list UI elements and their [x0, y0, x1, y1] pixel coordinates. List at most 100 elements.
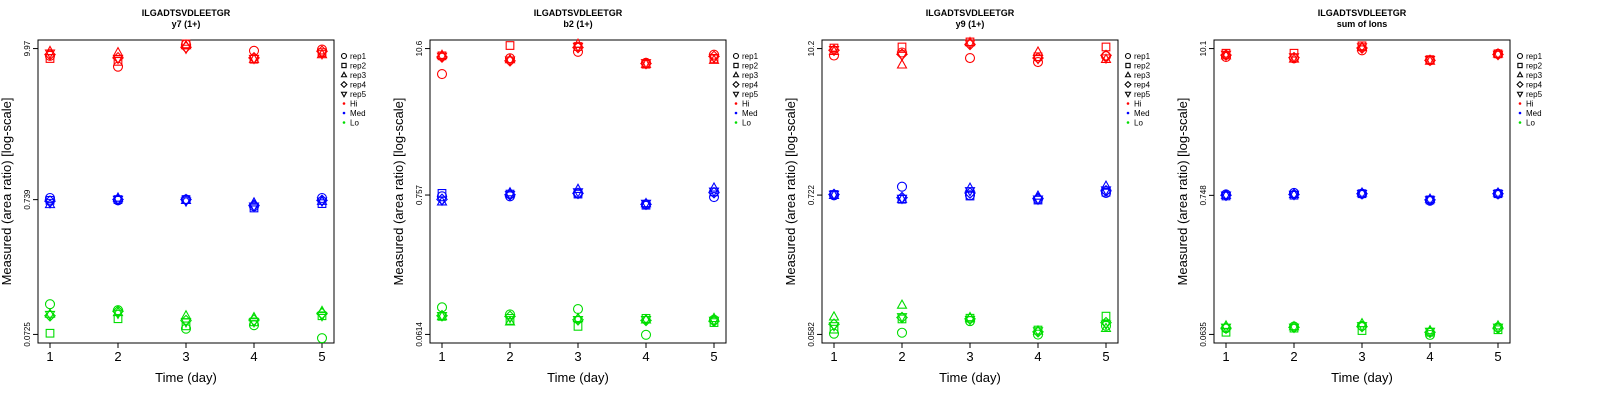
data-point-med-rep5 [1492, 190, 1504, 200]
data-point-lo-rep2 [181, 321, 191, 331]
x-tick-label: 3 [1358, 349, 1365, 364]
data-point-med-rep1 [436, 191, 448, 202]
x-tick-label: 3 [182, 349, 189, 364]
data-point-lo-rep3 [1100, 322, 1112, 333]
x-tick-label: 2 [506, 349, 513, 364]
data-point-hi-rep5 [504, 56, 516, 67]
x-tick-label: 5 [710, 349, 717, 364]
chart-title: ILGADTSVDLEETGR [926, 8, 1015, 18]
legend-label: Lo [350, 119, 359, 128]
data-point-med-rep5 [964, 187, 976, 197]
legend-label: rep4 [742, 81, 759, 90]
data-point-hi-rep1 [112, 61, 124, 72]
data-point-hi-rep3 [1492, 47, 1504, 58]
data-point-hi-rep5 [112, 54, 124, 65]
data-point-lo-rep5 [1220, 323, 1232, 334]
data-point-hi-rep3 [1356, 41, 1368, 52]
legend-marker-rep3 [732, 71, 740, 78]
data-point-hi-rep4 [316, 45, 328, 58]
data-point-hi-rep5 [964, 39, 976, 50]
y-axis-label: Measured (area ratio) [log-scale] [1175, 98, 1190, 286]
plot-frame [429, 39, 727, 344]
legend-dot-hi [1126, 102, 1130, 105]
legend-label: rep3 [742, 71, 759, 80]
legend-label: rep3 [1526, 71, 1543, 80]
y-tick-label: 0.748 [1199, 185, 1208, 206]
data-point-med-rep5 [44, 199, 56, 209]
data-point-lo-rep5 [248, 318, 260, 328]
legend-marker-rep3 [1124, 71, 1132, 78]
x-tick-label: 5 [318, 349, 325, 364]
data-point-lo-rep2 [113, 314, 123, 324]
data-point-lo-rep1 [640, 329, 652, 340]
legend-label: Hi [742, 100, 750, 109]
data-point-hi-rep2 [897, 42, 907, 52]
legend-label: Hi [1526, 100, 1534, 109]
y-tick-label: 0.0725 [23, 322, 32, 347]
legend-marker-rep1 [1516, 52, 1524, 60]
data-point-lo-rep5 [828, 322, 840, 332]
data-point-lo-rep3 [248, 311, 260, 322]
data-point-lo-rep5 [1356, 322, 1368, 332]
legend-label: rep2 [350, 62, 367, 71]
data-point-lo-rep5 [112, 309, 124, 320]
data-point-med-rep5 [248, 202, 260, 213]
data-point-lo-rep2 [829, 324, 839, 334]
data-point-lo-rep3 [640, 313, 652, 324]
legend-label: rep1 [350, 52, 367, 61]
data-point-hi-rep5 [436, 52, 448, 63]
data-point-hi-rep2 [113, 56, 123, 66]
data-point-med-rep5 [1424, 196, 1436, 206]
legend-label: Med [1134, 109, 1150, 118]
data-point-med-rep5 [640, 199, 652, 210]
y-tick-label: 0.0614 [415, 322, 424, 347]
data-point-hi-rep2 [1289, 48, 1299, 58]
data-point-hi-rep5 [316, 50, 328, 60]
data-point-med-rep5 [1100, 186, 1112, 197]
data-point-lo-rep5 [964, 315, 976, 326]
legend-label: Hi [350, 100, 358, 109]
data-point-med-rep5 [316, 197, 328, 208]
data-point-lo-rep5 [708, 316, 720, 327]
y-tick-label: 0.757 [415, 184, 424, 205]
x-tick-label: 2 [1290, 349, 1297, 364]
data-point-lo-rep5 [436, 312, 448, 322]
legend-marker-rep4 [340, 80, 348, 89]
chart-subtitle: y7 (1+) [172, 19, 201, 29]
data-point-lo-rep5 [1492, 323, 1504, 334]
legend-marker-rep5 [732, 91, 740, 98]
data-point-lo-rep3 [828, 310, 840, 321]
x-axis-label: Time (day) [155, 370, 217, 385]
x-tick-label: 4 [1034, 349, 1041, 364]
data-point-hi-rep1 [1220, 51, 1232, 63]
data-point-hi-rep1 [964, 52, 976, 64]
data-point-med-rep3 [708, 181, 720, 192]
legend-label: rep2 [742, 62, 759, 71]
legend-marker-rep5 [1516, 91, 1524, 98]
legend-dot-hi [734, 102, 738, 105]
data-point-med-rep5 [1288, 190, 1300, 201]
data-point-med-rep5 [180, 197, 192, 208]
data-point-hi-rep2 [505, 41, 515, 50]
data-point-lo-rep5 [1424, 327, 1436, 338]
legend-label: rep4 [1134, 81, 1151, 90]
data-point-med-rep3 [180, 194, 192, 205]
y-tick-label: 0.739 [23, 189, 32, 210]
legend-marker-rep3 [340, 71, 348, 78]
data-point-med-rep5 [504, 191, 516, 201]
legend-marker-rep3 [1516, 71, 1524, 78]
data-point-lo-rep3 [436, 310, 448, 321]
legend-dot-lo [1126, 121, 1130, 124]
y-tick-label: 10.6 [415, 40, 424, 56]
x-tick-label: 2 [114, 349, 121, 364]
data-point-med-rep5 [436, 196, 448, 207]
data-point-lo-rep1 [180, 323, 192, 334]
data-point-med-rep1 [896, 181, 908, 192]
data-point-hi-rep5 [180, 44, 192, 55]
x-tick-label: 1 [830, 349, 837, 364]
data-point-lo-rep3 [1032, 324, 1044, 335]
data-point-med-rep3 [1492, 186, 1504, 197]
plot-frame [1213, 39, 1511, 344]
